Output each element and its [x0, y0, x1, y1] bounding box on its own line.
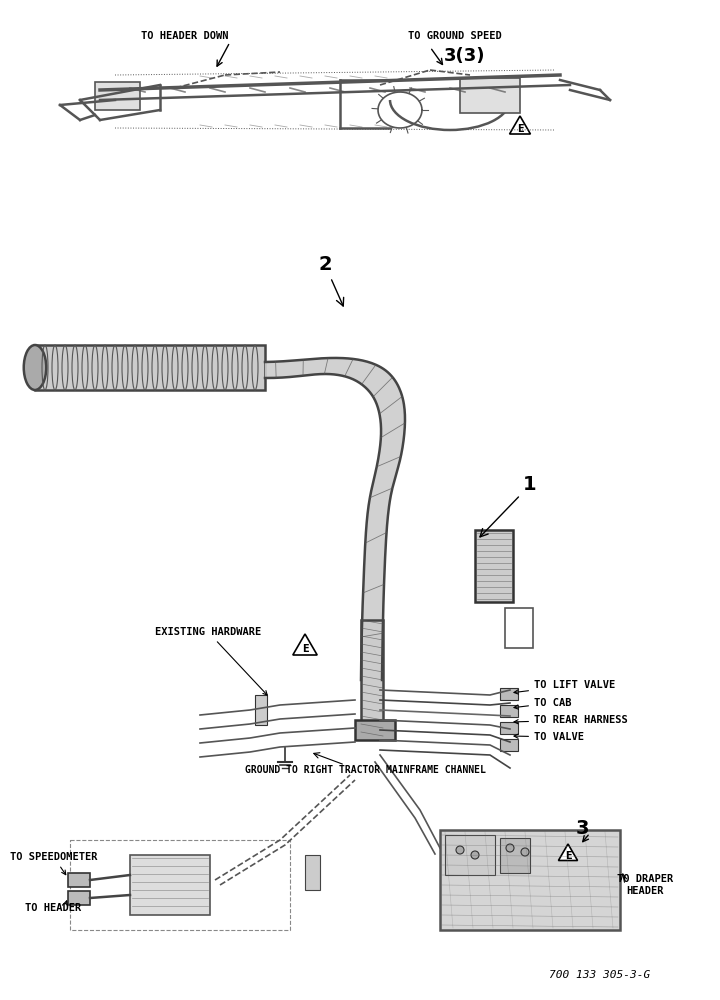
- Bar: [35, 345, 265, 390]
- Text: EXISTING HARDWARE: EXISTING HARDWARE: [155, 627, 267, 695]
- Text: TO SPEEDOMETER: TO SPEEDOMETER: [10, 852, 97, 875]
- Bar: [500, 739, 518, 751]
- Text: TO DRAPER
HEADER: TO DRAPER HEADER: [617, 874, 673, 896]
- Text: TO GROUND SPEED: TO GROUND SPEED: [408, 31, 502, 41]
- Bar: [305, 855, 320, 890]
- Bar: [355, 720, 395, 740]
- Polygon shape: [265, 358, 405, 680]
- Bar: [475, 530, 513, 602]
- Bar: [255, 695, 267, 725]
- Bar: [440, 830, 620, 930]
- Bar: [500, 688, 518, 700]
- Text: 3(3): 3(3): [444, 47, 486, 65]
- Bar: [505, 608, 533, 648]
- Text: TO HEADER: TO HEADER: [25, 903, 81, 913]
- Bar: [68, 891, 90, 905]
- Text: 700 133 305-3-G: 700 133 305-3-G: [549, 970, 650, 980]
- Text: 3: 3: [575, 818, 589, 838]
- Text: 2: 2: [318, 255, 343, 306]
- Circle shape: [521, 848, 529, 856]
- Text: E: E: [517, 124, 523, 134]
- Text: TO CAB: TO CAB: [514, 698, 572, 709]
- Polygon shape: [510, 116, 531, 134]
- Bar: [361, 620, 383, 735]
- Bar: [500, 722, 518, 734]
- Text: TO VALVE: TO VALVE: [514, 732, 584, 742]
- Bar: [68, 873, 90, 887]
- Text: E: E: [564, 851, 571, 861]
- Bar: [95, 82, 140, 110]
- Bar: [70, 840, 290, 930]
- Text: TO REAR HARNESS: TO REAR HARNESS: [514, 715, 628, 725]
- Bar: [500, 838, 530, 873]
- Polygon shape: [293, 634, 318, 655]
- Circle shape: [456, 846, 464, 854]
- Text: TO LIFT VALVE: TO LIFT VALVE: [514, 680, 616, 694]
- Text: 1: 1: [480, 476, 537, 537]
- Circle shape: [506, 844, 514, 852]
- Bar: [445, 835, 495, 875]
- Text: TO HEADER DOWN: TO HEADER DOWN: [141, 31, 229, 41]
- Text: E: E: [302, 644, 308, 654]
- Bar: [500, 705, 518, 717]
- Ellipse shape: [24, 345, 46, 390]
- Text: GROUND TO RIGHT TRACTOR MAINFRAME CHANNEL: GROUND TO RIGHT TRACTOR MAINFRAME CHANNE…: [245, 765, 485, 775]
- Bar: [460, 78, 520, 113]
- Bar: [130, 855, 210, 915]
- Circle shape: [471, 851, 479, 859]
- Polygon shape: [559, 844, 577, 860]
